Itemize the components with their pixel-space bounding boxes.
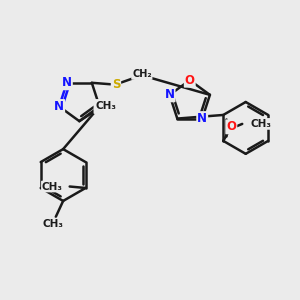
Text: N: N — [197, 112, 207, 125]
Text: N: N — [62, 76, 72, 89]
Text: CH₃: CH₃ — [250, 119, 272, 129]
Text: CH₃: CH₃ — [42, 182, 63, 191]
Text: N: N — [54, 100, 64, 113]
Text: N: N — [165, 88, 175, 101]
Text: O: O — [226, 120, 236, 133]
Text: S: S — [112, 78, 120, 91]
Text: CH₃: CH₃ — [95, 101, 116, 111]
Text: N: N — [94, 100, 104, 113]
Text: O: O — [185, 74, 195, 87]
Text: CH₃: CH₃ — [42, 219, 63, 229]
Text: CH₂: CH₂ — [132, 69, 152, 79]
